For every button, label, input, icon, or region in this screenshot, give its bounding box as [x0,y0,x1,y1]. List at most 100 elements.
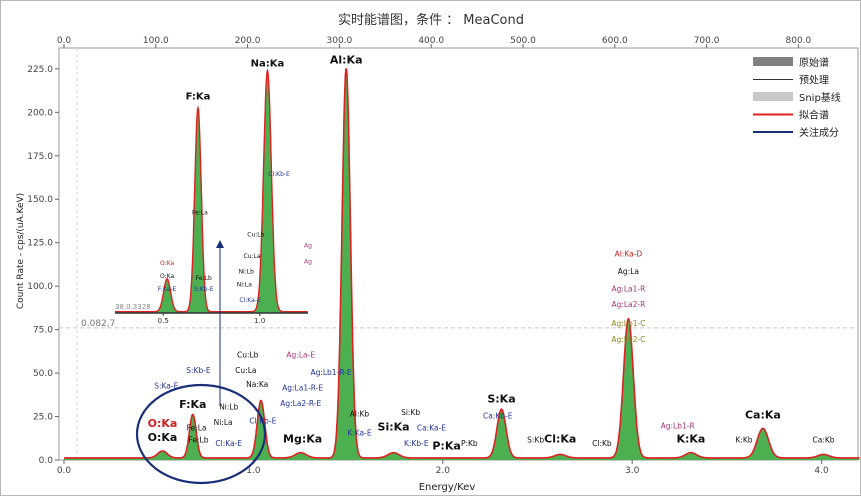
peak-label: F:Ka [179,398,206,411]
chart-title: 实时能谱图，条件 ： MeaCond [338,12,524,28]
peak-label: Al:Ka-D [615,250,643,259]
y-tick-label: 200.0 [27,108,53,118]
x-tick-label: 2.0 [436,466,451,476]
inset-coordinate-label: 38,0.3328 [115,303,151,311]
inset-peak-label: O:Ka [160,260,174,267]
peak-label: Ag:La [618,267,639,276]
reference-line: 0.082,7 [59,48,858,460]
peak-label: Ag:Lb1-R [661,422,695,431]
inset-peak-label: Ag [304,259,312,266]
inset-peak-label: Na:Ka [251,58,285,69]
inset-chart: 0.5 1.0 38,0.3328 F:Ka Na:Ka O:Ka O:Ka F:Ka-E Fe… [115,58,312,406]
peak-label: Ni:La [214,418,233,427]
y-tick-label: 25.0 [33,413,53,423]
inset-peak-label: Fe:Lb [196,275,212,282]
peak-label: Mg:Ka [283,433,322,446]
peak-label: Cu:La [235,366,256,375]
peak-label: Ag:Lb1-R-E [310,368,351,377]
peak-label: Na:Ka [246,380,268,389]
peak-label: S:Ka [487,393,515,406]
reference-label: 0.082,7 [81,319,115,329]
peak-label: Ag:Lb2-C [611,335,645,344]
inset-tick-label: 0.5 [158,317,169,325]
x-tick-label: 4.0 [814,466,829,476]
inset-peak-label: Ag [304,242,312,249]
inset-peak-label: O:Ka [160,273,174,280]
x-axis-label: Energy/Kev [419,482,476,493]
inset-peak-label: F:Ka-E [158,286,177,293]
y-axis-label: Count Rate - cps/(uA.KeV) [16,193,26,309]
peak-label: Ca:Ka [745,408,781,421]
peak-label: S:Kb [527,436,544,445]
peak-label: Ni:Lb [219,403,238,412]
y-tick-label: 225.0 [27,65,53,75]
peak-label: Ca:Kb-E [483,411,513,420]
peak-label: Si:Ka [378,420,410,433]
legend-label: 预处理 [799,75,829,87]
inset-peak-label: Fe:La [192,209,208,216]
peak-label: Ag:La1-R [611,284,645,293]
peak-label: Si:Kb [401,408,420,417]
peak-label: K:Ka-E [347,429,372,438]
peak-label: S:Ka-E [154,382,178,391]
x-tick-label: 3.0 [625,466,640,476]
inset-peak-label: Ni:Lb [239,269,255,276]
y-tick-label: 150.0 [27,195,53,205]
spectrum-series [64,68,860,460]
peak-label: Ag:La2-R [611,300,645,309]
top-tick-label: 400.0 [418,36,444,46]
peak-label: Cl:Ka-E [215,439,242,448]
inset-arrow-head [216,240,224,248]
peak-label: O:Ka [148,431,178,444]
legend-swatch [753,57,793,66]
legend-label: 拟合谱 [799,109,829,122]
legend-label: 原始谱 [799,56,829,69]
fit-line [64,68,860,459]
peak-label: Cl:Kb [592,439,612,448]
peak-label: K:Kb-E [404,439,429,448]
peak-labels: Al:Ka F:Ka O:Ka O:Ka Mg:Ka Si:Ka P:Ka S:Ka Cl:Ka… [148,54,835,453]
y-tick-label: 50.0 [33,369,53,379]
legend-label: 关注成分 [799,126,839,139]
top-tick-label: 0.0 [57,36,72,46]
legend-swatch [753,92,793,101]
peak-label: Ag:Lb1-C [611,319,645,328]
peak-label: P:Kb [461,439,478,448]
peak-label: Ca:Kb [812,436,834,445]
top-tick-label: 200.0 [235,36,261,46]
inset-peak-label: Cu:Lb [247,231,264,238]
top-tick-label: 300.0 [327,36,353,46]
inset-fit-line [115,68,308,313]
peak-label: Ca:Ka-E [417,423,446,432]
y-tick-label: 100.0 [27,282,53,292]
inset-peak-label: S:Kb-E [194,286,214,293]
peak-label: Fe:Lb [188,436,208,445]
x-tick-label: 0.0 [57,466,72,476]
top-tick-label: 500.0 [510,36,536,46]
inset-peak-label: Cl:Ka-E [239,297,261,304]
peak-label: P:Ka [432,440,460,453]
inset-peak-label: Cl:Kb-E [268,171,290,178]
inset-peak-label: Ni:La [237,282,253,289]
inset-tick-label: 1.0 [254,317,265,325]
y-tick-label: 175.0 [27,152,53,162]
y-tick-label: 0.0 [39,456,54,466]
x-tick-label: 1.0 [246,466,261,476]
peak-label: Al:Kb [350,410,370,419]
inset-peak-label: Cu:La [244,253,261,260]
peak-label: Al:Ka [330,54,363,67]
peak-label: Cu:Lb [237,350,259,359]
focus-ellipse [135,383,267,485]
inset-fill [115,70,308,313]
focus-highlight [135,383,267,485]
peak-label: S:Kb-E [186,366,211,375]
peak-label: Ag:La2-R-E [280,399,321,408]
inset-peak-label: F:Ka [186,91,211,102]
top-tick-label: 700.0 [694,36,720,46]
peak-label: Cl:Ka [544,433,576,446]
peak-label: Ag:La-E [286,350,315,359]
y-tick-label: 75.0 [33,326,53,336]
peak-label: K:Kb [735,436,752,445]
